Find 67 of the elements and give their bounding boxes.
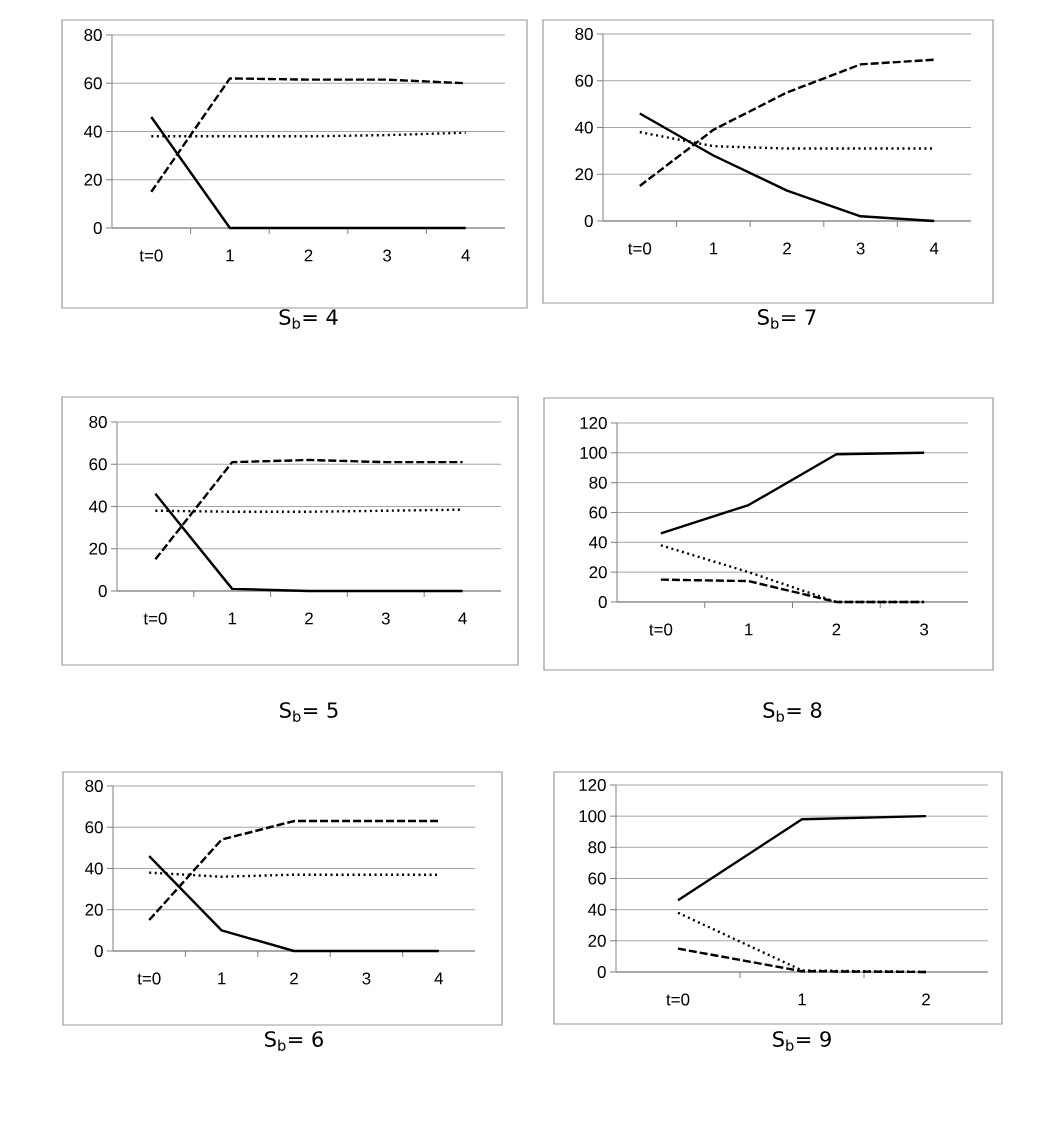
y-tick-label: 20: [589, 566, 607, 579]
x-tick-label: 3: [856, 242, 865, 255]
x-tick-label: 4: [461, 249, 470, 262]
y-tick-label: 120: [579, 778, 606, 791]
y-tick-label: 80: [84, 29, 102, 41]
y-tick-label: 100: [579, 810, 606, 823]
y-tick-label: 40: [589, 536, 607, 549]
x-tick-label: 1: [226, 249, 234, 262]
x-tick-label: 2: [783, 242, 791, 255]
x-tick-label: 3: [383, 249, 392, 262]
y-tick-label: 60: [589, 506, 607, 519]
y-tick-label: 80: [89, 415, 107, 428]
y-tick-label: 20: [575, 168, 593, 181]
y-tick-label: 40: [84, 125, 102, 138]
x-tick-label: 1: [745, 623, 753, 636]
x-tick-label: 4: [458, 612, 467, 625]
x-tick-label: t=0: [649, 623, 673, 636]
x-tick-label: 2: [304, 249, 313, 262]
x-tick-label: 2: [305, 612, 313, 625]
x-tick-label: 2: [922, 993, 930, 1006]
text: S$_{b}$= 9: [773, 1031, 831, 1051]
y-tick-label: 20: [85, 903, 103, 916]
y-tick-label: 60: [85, 821, 103, 834]
y-tick-label: 100: [580, 446, 607, 459]
x-tick-label: 3: [920, 623, 929, 636]
x-tick-label: 2: [290, 972, 298, 985]
y-tick-label: 0: [598, 595, 607, 608]
x-tick-label: t=0: [139, 249, 163, 262]
x-tick-label: 4: [434, 972, 444, 985]
x-tick-label: t=0: [666, 993, 690, 1006]
x-tick-label: t=0: [628, 242, 652, 255]
x-tick-label: 1: [709, 242, 718, 255]
y-tick-label: 60: [89, 458, 107, 471]
text: S$_{b}$= 5: [280, 702, 338, 722]
y-tick-label: 40: [575, 121, 593, 134]
y-tick-label: 60: [575, 74, 593, 87]
y-tick-label: 80: [588, 841, 606, 854]
y-tick-label: 0: [597, 965, 606, 978]
y-tick-label: 40: [588, 903, 606, 916]
x-tick-label: 1: [798, 993, 806, 1006]
x-tick-label: 1: [218, 972, 226, 985]
y-tick-label: 40: [85, 862, 103, 875]
text: S$_{b}$= 8: [763, 702, 822, 722]
y-tick-label: 120: [580, 416, 607, 429]
y-tick-label: 0: [93, 221, 102, 234]
text: S$_{b}$= 6: [265, 1031, 323, 1051]
x-tick-label: 3: [362, 972, 371, 985]
y-tick-label: 0: [584, 214, 593, 227]
x-tick-label: 2: [832, 623, 841, 636]
y-tick-label: 80: [575, 27, 593, 40]
y-tick-label: 0: [94, 944, 103, 957]
y-tick-label: 60: [588, 872, 606, 885]
x-tick-label: 1: [228, 612, 237, 625]
y-tick-label: 20: [84, 173, 102, 186]
y-tick-label: 20: [588, 934, 606, 947]
x-tick-label: t=0: [137, 972, 161, 985]
y-tick-label: 80: [85, 780, 103, 792]
y-tick-label: 20: [89, 542, 107, 555]
y-tick-label: 0: [98, 584, 107, 597]
y-tick-label: 60: [84, 77, 102, 90]
x-tick-label: 3: [381, 612, 390, 625]
y-tick-label: 80: [589, 476, 607, 489]
x-tick-label: 4: [929, 242, 939, 255]
text: S$_{b}$= 7: [758, 309, 816, 329]
x-tick-label: t=0: [143, 612, 167, 625]
y-tick-label: 40: [89, 500, 107, 513]
text: S$_{b}$= 4: [279, 309, 338, 329]
